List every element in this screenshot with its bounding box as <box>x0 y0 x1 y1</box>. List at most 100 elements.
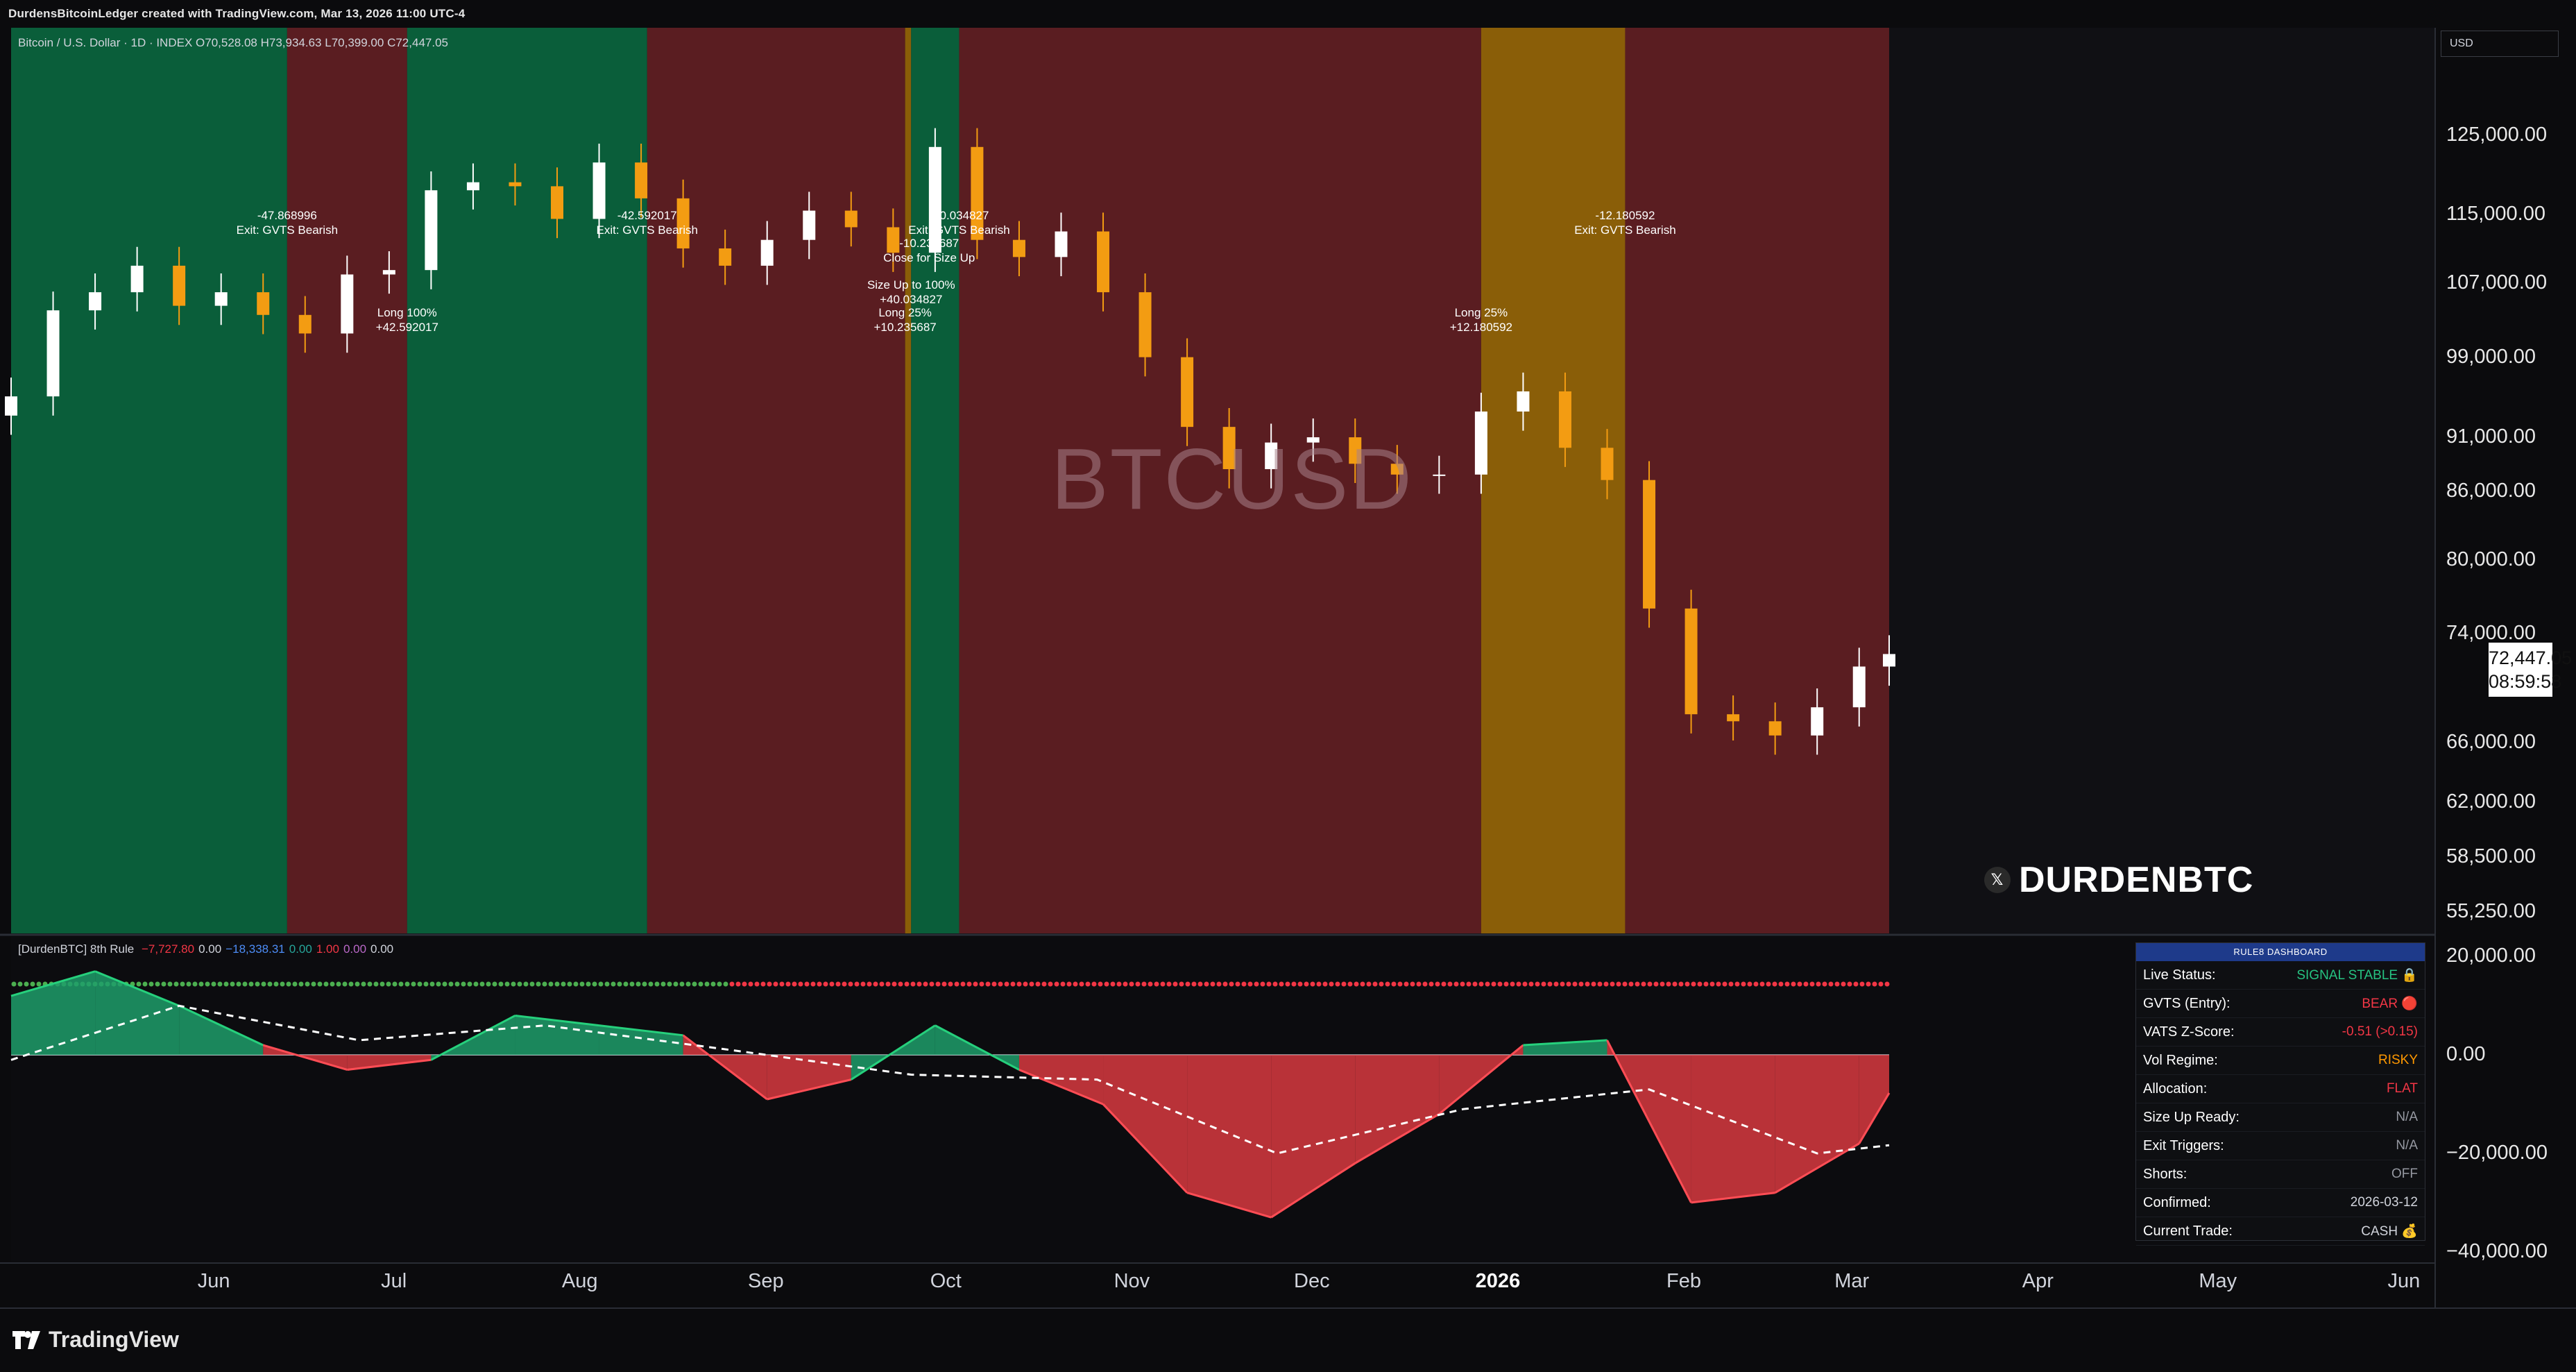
signal-dot <box>1466 981 1472 987</box>
signal-dot <box>1073 981 1078 987</box>
signal-dot <box>1304 981 1309 987</box>
candle-body <box>509 182 522 187</box>
signal-dot <box>1241 981 1247 987</box>
signal-dot <box>1104 981 1109 987</box>
candle-body <box>173 265 186 306</box>
symbol-name[interactable]: Bitcoin / U.S. Dollar · 1D · INDEX <box>18 36 193 49</box>
dashboard-title: RULE8 DASHBOARD <box>2136 943 2425 961</box>
indicator-line-segment <box>935 1024 1020 1071</box>
signal-dot <box>1834 981 1840 987</box>
signal-dot <box>1759 981 1765 987</box>
signal-dot <box>1528 981 1534 987</box>
signal-dot <box>1166 981 1172 987</box>
candle-body <box>5 396 17 416</box>
signal-dot <box>242 981 248 987</box>
signal-dot <box>1335 981 1340 987</box>
dashboard-value: OFF <box>2391 1167 2418 1181</box>
signal-dot <box>754 981 760 987</box>
trade-annotation: Long 25% +10.235687 <box>873 306 937 334</box>
signal-dot <box>1110 981 1116 987</box>
signal-dot <box>230 981 235 987</box>
dashboard-value: RISKY <box>2378 1053 2418 1067</box>
signal-dot <box>735 981 741 987</box>
last-price-tag: 72,447.05 08:59:58 <box>2489 643 2572 697</box>
signal-dot <box>611 981 616 987</box>
signal-dot <box>292 981 298 987</box>
signal-dot <box>261 981 266 987</box>
signal-dot <box>698 981 703 987</box>
signal-dot <box>916 981 922 987</box>
dashboard-label: VATS Z-Score: <box>2143 1024 2235 1040</box>
indicator-area-segment <box>1775 1055 1859 1193</box>
signal-dot <box>1716 981 1721 987</box>
dashboard-label: Confirmed: <box>2143 1194 2211 1210</box>
signal-dot <box>442 981 447 987</box>
signal-dot <box>717 981 722 987</box>
signal-dot <box>1697 981 1703 987</box>
tradingview-logo[interactable]: TradingView <box>12 1327 179 1353</box>
indicator-area-segment <box>1103 1055 1188 1193</box>
candle-body <box>803 210 816 240</box>
signal-dot <box>1647 981 1653 987</box>
signal-dot <box>1666 981 1671 987</box>
tradingview-icon <box>12 1330 40 1349</box>
signal-dot <box>1441 981 1447 987</box>
price-tick-label: 55,250.00 <box>2446 899 2536 922</box>
candle-body <box>887 227 900 253</box>
candle-body <box>1643 480 1656 609</box>
regime-band-6 <box>959 28 1481 933</box>
signal-dot <box>1266 981 1272 987</box>
dashboard-label: Current Trade: <box>2143 1223 2233 1239</box>
signal-dot <box>1684 981 1690 987</box>
dashboard-row: Shorts: OFF <box>2136 1160 2425 1189</box>
signal-dot <box>1091 981 1097 987</box>
signal-dot <box>1141 981 1147 987</box>
signal-dot <box>1123 981 1128 987</box>
indicator-legend[interactable]: [DurdenBTC] 8th Rule −7,727.80 0.00 −18,33… <box>18 942 402 956</box>
signal-dot <box>742 981 747 987</box>
signal-dot <box>554 981 560 987</box>
signal-dot <box>1154 981 1159 987</box>
signal-dot <box>792 981 797 987</box>
signal-dot <box>255 981 260 987</box>
indicator-area-segment <box>95 971 180 1056</box>
signal-dot <box>1029 981 1034 987</box>
currency-selector[interactable]: USD <box>2441 31 2559 57</box>
brand-handle-text: DURDENBTC <box>2019 860 2254 900</box>
signal-dot <box>142 981 148 987</box>
signal-dot <box>367 981 373 987</box>
signal-dot <box>1828 981 1834 987</box>
signal-dot <box>1016 981 1022 987</box>
signal-dot <box>180 981 185 987</box>
trade-annotation: -42.592017 Exit: GVTS Bearish <box>596 209 698 237</box>
signal-dot <box>998 981 1003 987</box>
indicator-line-segment <box>1270 1162 1356 1219</box>
candle-body <box>1852 666 1866 708</box>
signal-dot <box>586 981 591 987</box>
signal-dot <box>1847 981 1852 987</box>
signal-dot <box>598 981 604 987</box>
signal-dot <box>1553 981 1559 987</box>
signal-dot <box>198 981 204 987</box>
candle-body <box>46 310 60 397</box>
price-tick-label: 99,000.00 <box>2446 345 2536 368</box>
time-tick-label: Jul <box>381 1270 407 1292</box>
signal-dot <box>1678 981 1684 987</box>
dashboard-label: Size Up Ready: <box>2143 1109 2240 1125</box>
candle-body <box>382 270 395 275</box>
signal-dot <box>1491 981 1496 987</box>
signal-dot <box>542 981 547 987</box>
indicator-name[interactable]: [DurdenBTC] 8th Rule <box>18 942 135 956</box>
dashboard-value: CASH 💰 <box>2361 1224 2418 1239</box>
signal-dot <box>692 981 697 987</box>
candle-body <box>1684 608 1698 715</box>
signal-dot <box>1079 981 1084 987</box>
signal-dot <box>1204 981 1209 987</box>
signal-dot <box>966 981 972 987</box>
signal-dot <box>592 981 597 987</box>
signal-dot <box>186 981 191 987</box>
trade-annotation: -10.235687 Close for Size Up <box>883 237 975 264</box>
dashboard-label: Vol Regime: <box>2143 1052 2218 1068</box>
signal-dot <box>941 981 947 987</box>
